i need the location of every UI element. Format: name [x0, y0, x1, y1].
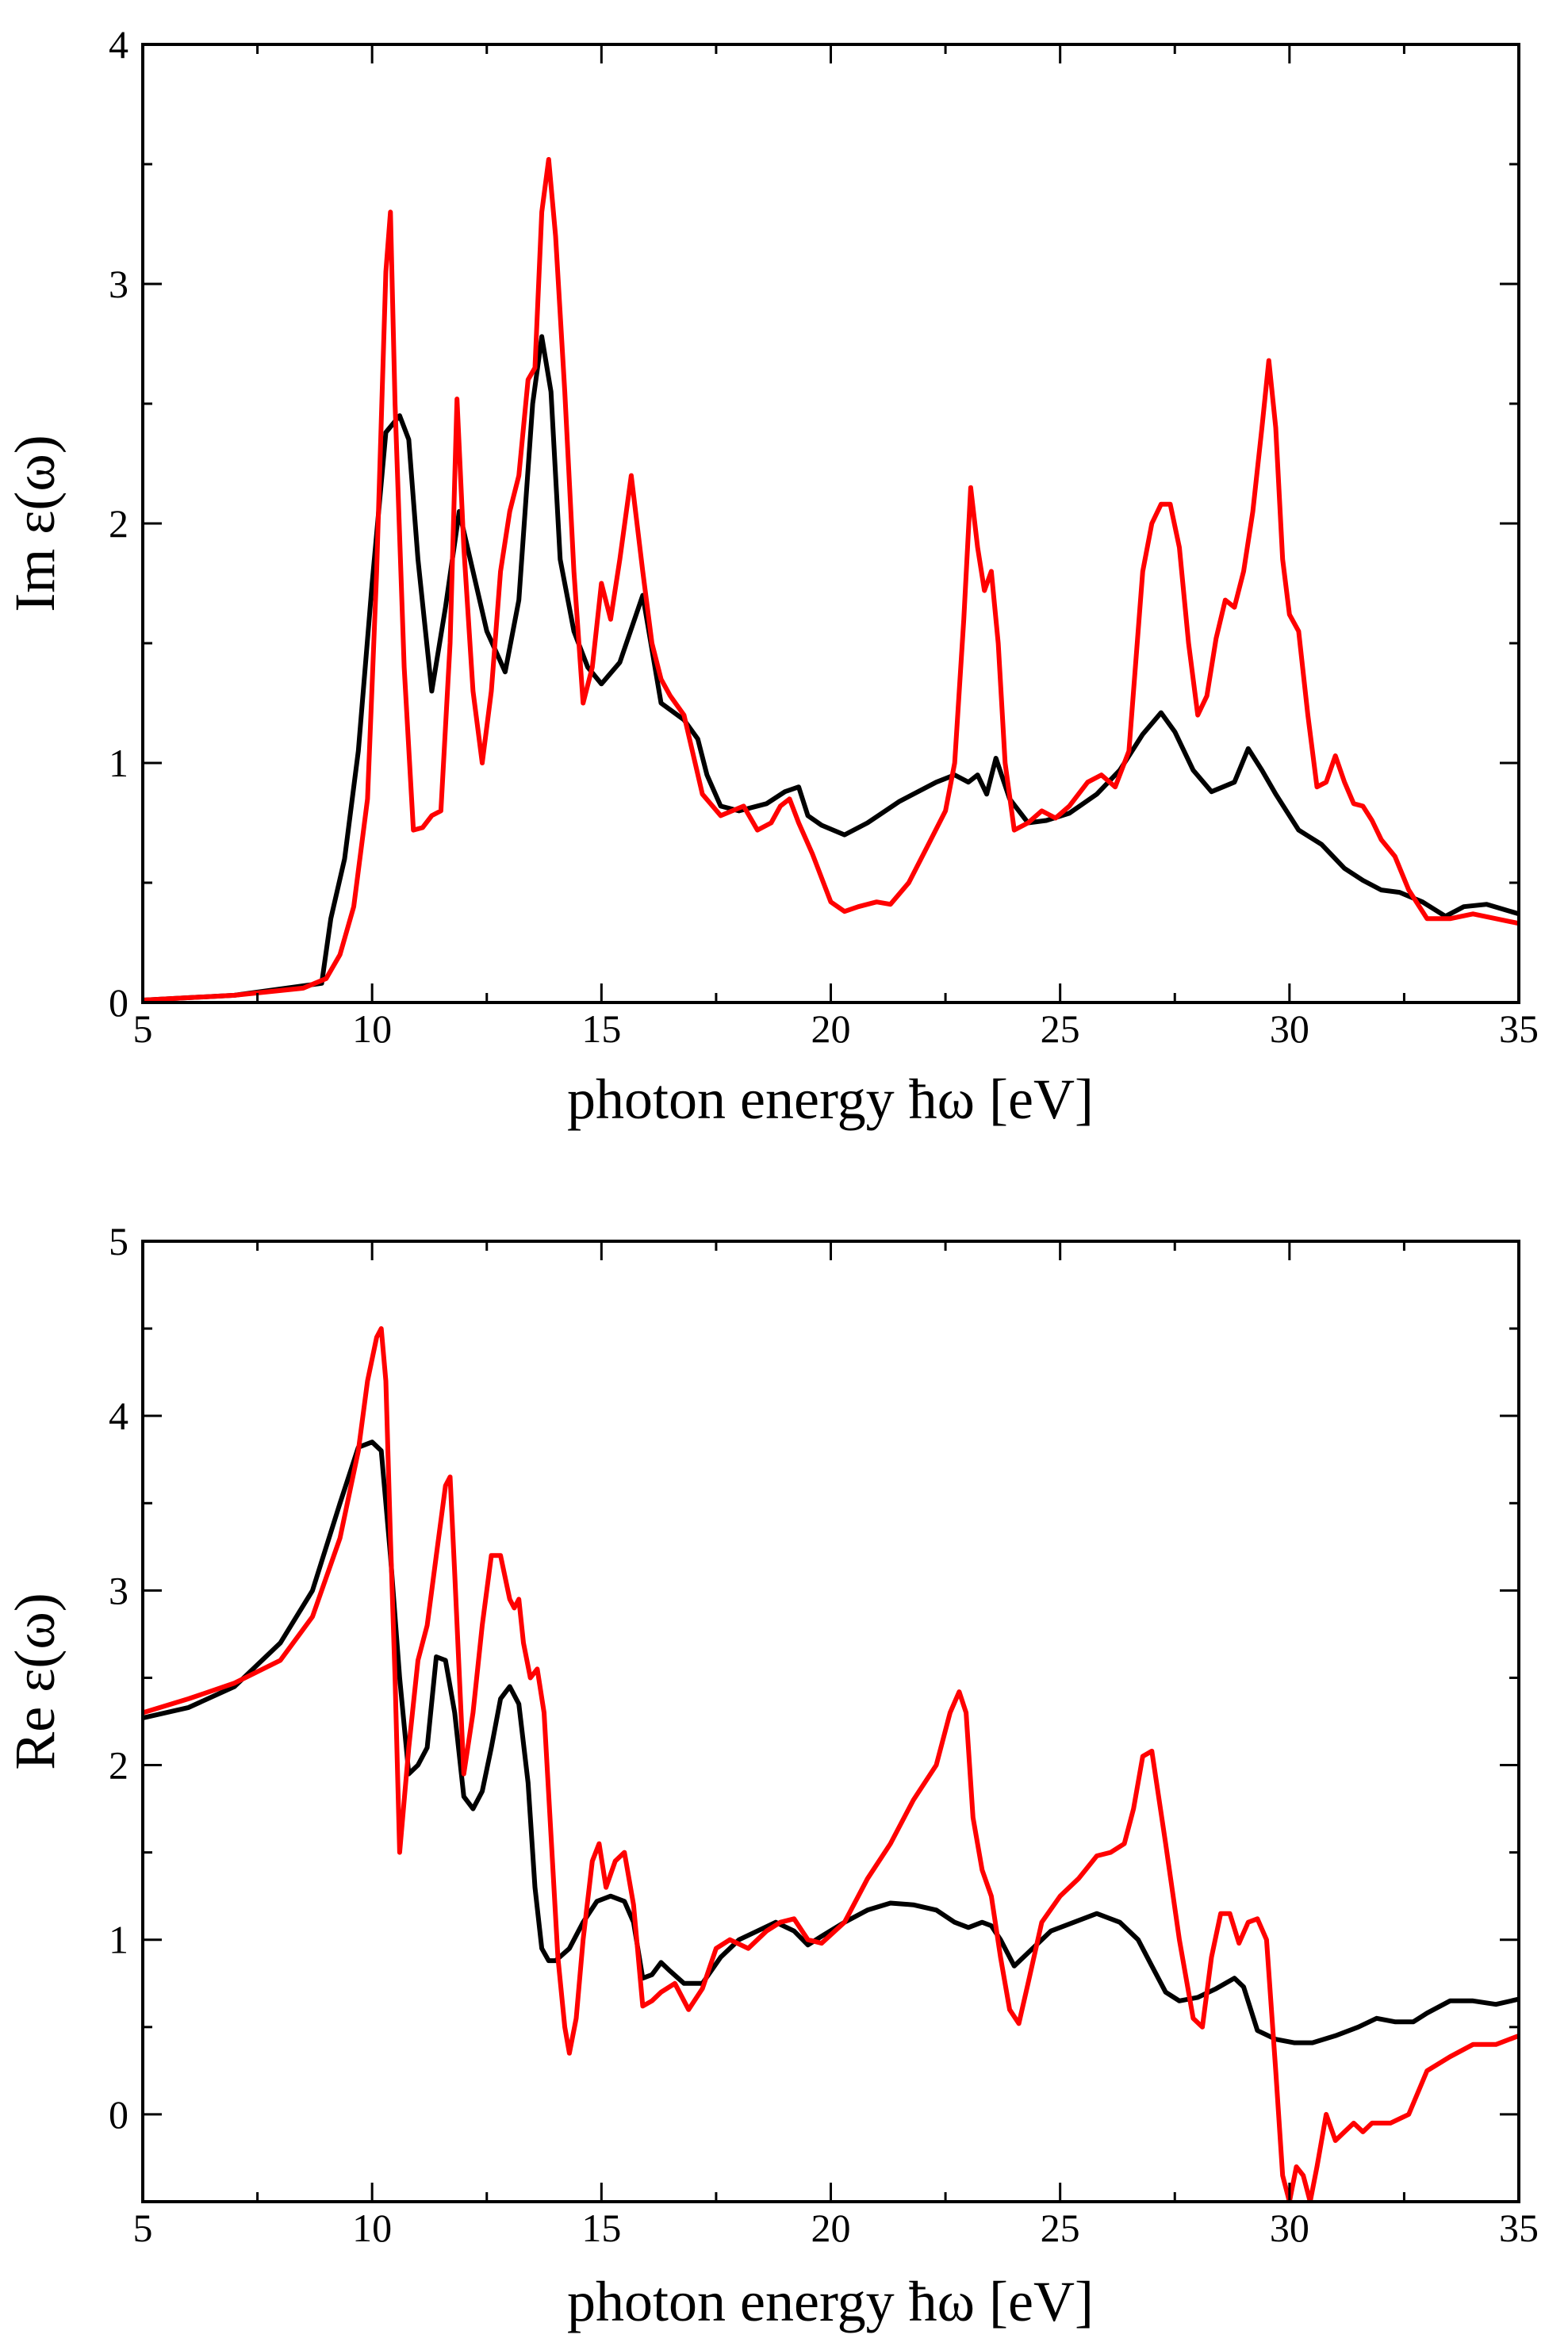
im-x-tick-label: 35 — [1499, 1006, 1539, 1051]
im-series-red-line — [143, 157, 1519, 1002]
re-y-tick-label: 0 — [109, 2092, 128, 2137]
im-y-tick-label: 0 — [109, 980, 128, 1025]
re-y-tick-label: 2 — [109, 1743, 128, 1788]
re-x-axis-title: photon energy ħω [eV] — [567, 2270, 1094, 2333]
re-x-tick-label: 30 — [1270, 2206, 1309, 2250]
re-x-tick-label: 10 — [352, 2206, 392, 2250]
re-x-tick-label: 15 — [581, 2206, 621, 2250]
im-ticks-layer: 5 10 15 20 25 30 35 0 1 2 3 4 — [109, 22, 1539, 1051]
im-x-axis-title: photon energy ħω [eV] — [567, 1068, 1094, 1131]
chart-panel-re: 5 10 15 20 25 30 35 0 1 2 3 4 5 Re ε(ω) photon energ… — [3, 1219, 1539, 2333]
im-x-tick-label: 25 — [1041, 1006, 1080, 1051]
im-y-tick-label: 3 — [109, 262, 128, 306]
im-x-tick-label: 20 — [811, 1006, 851, 1051]
im-series-black-line — [143, 334, 1519, 1002]
im-x-tick-label: 30 — [1270, 1006, 1309, 1051]
re-plot-frame — [141, 1240, 1520, 2203]
re-x-tick-label: 35 — [1499, 2206, 1539, 2250]
re-ticks-layer: 5 10 15 20 25 30 35 0 1 2 3 4 5 — [109, 1219, 1539, 2250]
im-y-axis-title: Im ε(ω) — [3, 435, 67, 612]
im-x-tick-label: 15 — [581, 1006, 621, 1051]
im-y-tick-label: 1 — [109, 741, 128, 785]
im-plot-frame — [141, 43, 1520, 1004]
re-y-tick-label: 4 — [109, 1394, 128, 1438]
re-y-tick-label: 5 — [109, 1219, 128, 1263]
im-series-layer — [143, 157, 1519, 1002]
re-y-axis-title: Re ε(ω) — [3, 1593, 67, 1770]
chart-panel-im: 5 10 15 20 25 30 35 0 1 2 3 4 Im ε(ω) photon energy… — [3, 22, 1539, 1131]
re-series-layer — [143, 1326, 1519, 2202]
re-x-tick-label: 20 — [811, 2206, 851, 2250]
re-x-tick-label: 5 — [133, 2206, 153, 2250]
im-y-tick-label: 4 — [109, 22, 128, 67]
re-series-red-line — [143, 1326, 1519, 2202]
im-x-tick-label: 10 — [352, 1006, 392, 1051]
re-x-tick-label: 25 — [1041, 2206, 1080, 2250]
re-y-tick-label: 1 — [109, 1918, 128, 1962]
im-y-tick-label: 2 — [109, 501, 128, 546]
re-series-black-line — [143, 1440, 1519, 2045]
re-y-tick-label: 3 — [109, 1568, 128, 1612]
im-x-tick-label: 5 — [133, 1006, 153, 1051]
